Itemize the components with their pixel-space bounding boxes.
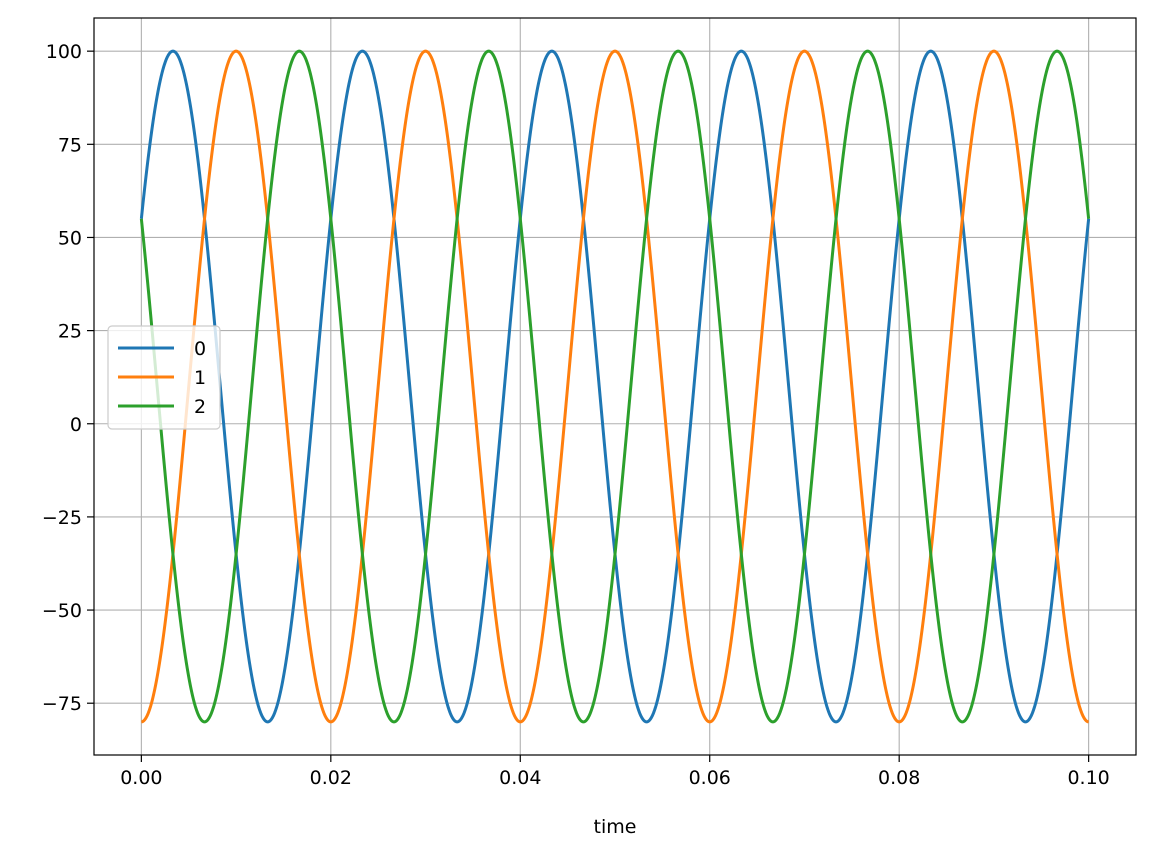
x-tick-label: 0.00 [120, 767, 162, 789]
legend-label-0: 0 [194, 338, 206, 360]
series-line-2 [139, 49, 1091, 724]
x-tick-label: 0.10 [1067, 767, 1109, 789]
x-tick-label: 0.02 [310, 767, 352, 789]
y-tick-label: 100 [46, 41, 82, 63]
x-axis-title: time [594, 816, 637, 838]
y-tick-label: 0 [70, 414, 82, 436]
legend-label-2: 2 [194, 396, 206, 418]
y-tick-label: −75 [42, 693, 82, 715]
y-tick-label: −50 [42, 600, 82, 622]
grid [94, 18, 1136, 755]
y-tick-label: 75 [58, 134, 82, 156]
x-axis: 0.00 0.02 0.04 0.06 0.08 0.10 [120, 755, 1110, 789]
x-tick-label: 0.06 [689, 767, 731, 789]
plot-area-frame [93, 17, 1137, 756]
y-tick-label: 25 [58, 321, 82, 343]
y-tick-label: −25 [42, 507, 82, 529]
y-axis: 100 75 50 25 0 −25 −50 −75 [42, 41, 94, 715]
x-tick-label: 0.08 [878, 767, 920, 789]
y-tick-label: 50 [58, 227, 82, 249]
legend: 0 1 2 [107, 325, 221, 430]
x-tick-label: 0.04 [499, 767, 541, 789]
series-layer [139, 49, 1091, 724]
legend-label-1: 1 [194, 367, 206, 389]
